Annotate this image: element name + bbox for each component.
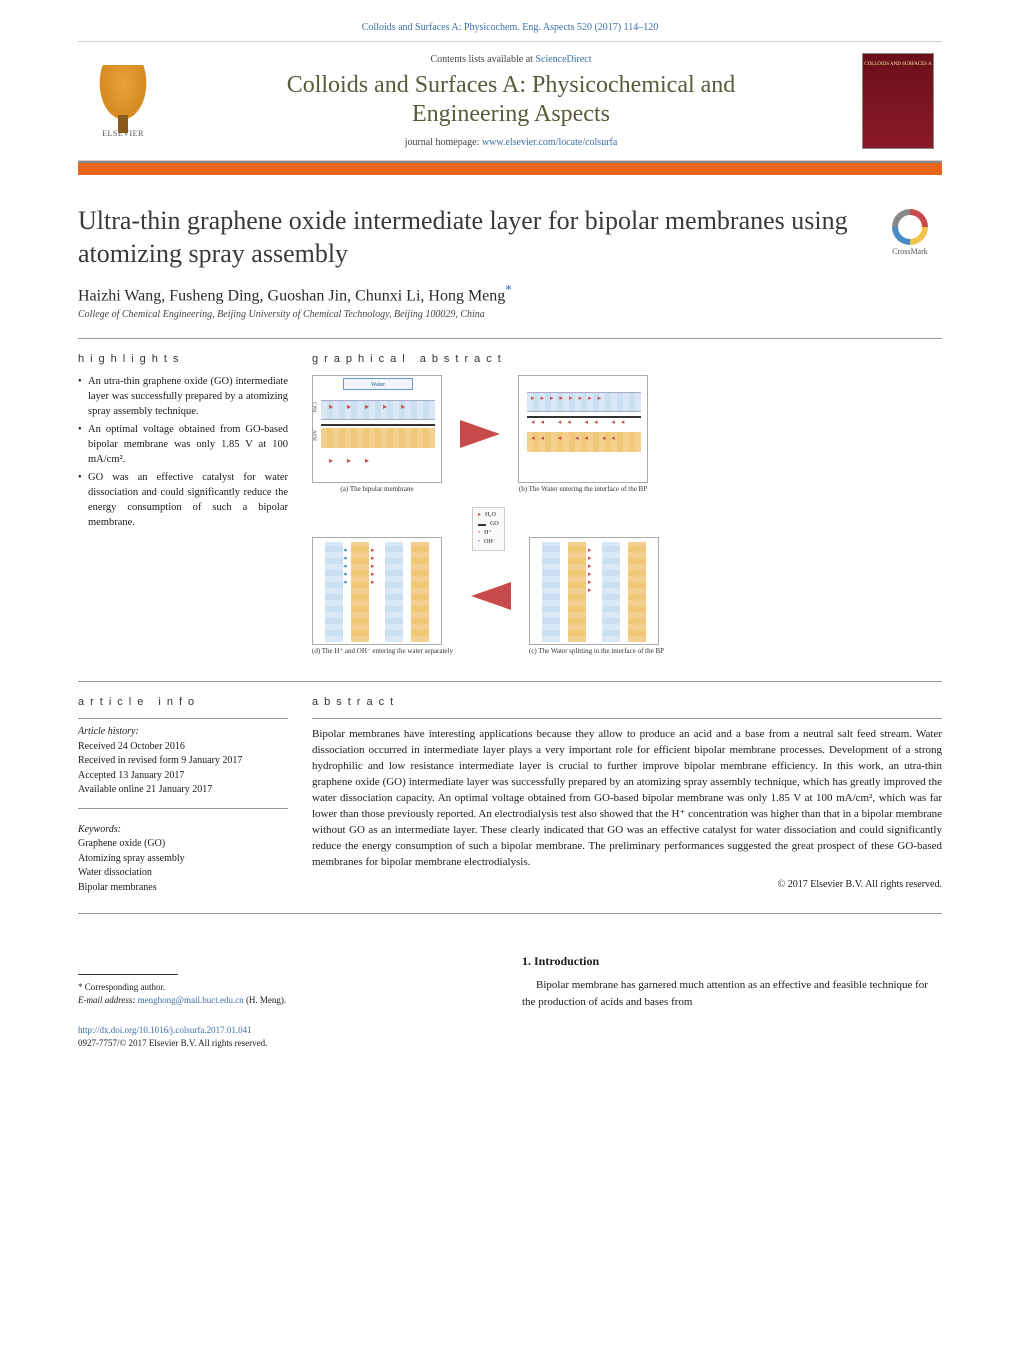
abstract-heading: abstract bbox=[312, 696, 942, 708]
crossmark-icon bbox=[892, 209, 928, 245]
introduction-paragraph: Bipolar membrane has garnered much atten… bbox=[522, 977, 942, 1010]
journal-homepage-link[interactable]: www.elsevier.com/locate/colsurfa bbox=[482, 137, 617, 148]
ga-legend-h: H⁺ bbox=[484, 529, 492, 538]
authors-names: Haizhi Wang, Fusheng Ding, Guoshan Jin, … bbox=[78, 287, 505, 304]
ga-panel-c: ▸▸▸▸▸▸ bbox=[529, 537, 659, 645]
journal-homepage-line: journal homepage: www.elsevier.com/locat… bbox=[405, 137, 618, 148]
ga-arrow-left-icon bbox=[471, 582, 511, 610]
highlight-item: An utra-thin graphene oxide (GO) interme… bbox=[78, 375, 288, 419]
masthead-rule-orange bbox=[78, 163, 942, 175]
ga-h2o-dots: ◂◂ ◂◂ ◂◂ ◂◂ bbox=[531, 418, 630, 426]
copyright-line: © 2017 Elsevier B.V. All rights reserved… bbox=[312, 879, 942, 890]
highlights-list: An utra-thin graphene oxide (GO) interme… bbox=[78, 375, 288, 530]
corr-author-label: * Corresponding author. bbox=[78, 981, 498, 994]
keywords-rule bbox=[78, 808, 288, 809]
ga-legend-h2o: H₂O bbox=[485, 511, 496, 520]
contents-available-line: Contents lists available at ScienceDirec… bbox=[430, 54, 591, 65]
rule-2 bbox=[78, 681, 942, 682]
doi-link[interactable]: http://dx.doi.org/10.1016/j.colsurfa.201… bbox=[78, 1025, 252, 1035]
ga-legend-go: GO bbox=[490, 520, 499, 529]
publisher-logo-block: ELSEVIER bbox=[78, 42, 168, 160]
footnote-separator bbox=[78, 974, 178, 975]
keywords-label: Keywords: bbox=[78, 823, 288, 838]
ga-legend: ▸ H₂O GO • H⁺ • OH⁻ bbox=[472, 507, 505, 551]
ga-arrow-right-icon bbox=[460, 420, 500, 448]
ga-ion-dots: ▸▸▸▸▸▸ bbox=[588, 546, 592, 594]
journal-name: Colloids and Surfaces A: Physicochemical… bbox=[287, 71, 736, 129]
article-info-block: Article history: Received 24 October 201… bbox=[78, 725, 288, 895]
corr-email-name: (H. Meng). bbox=[244, 995, 287, 1005]
keyword-item: Bipolar membranes bbox=[78, 881, 288, 896]
article-history-label: Article history: bbox=[78, 725, 288, 740]
article-info-rule bbox=[78, 718, 288, 719]
crossmark-label: CrossMark bbox=[892, 247, 928, 256]
ga-panel-a: Water ▸ ▸ ▸ ▸ ▸ ▸ ▸ ▸ CPM APM bbox=[312, 375, 442, 483]
journal-name-line1: Colloids and Surfaces A: Physicochemical… bbox=[287, 72, 736, 98]
ga-panel-c-label: (c) The Water splitting in the interface… bbox=[529, 647, 664, 655]
ga-h2o-dots: ▸▸▸▸▸▸▸▸ bbox=[531, 394, 607, 402]
contents-prefix: Contents lists available at bbox=[430, 54, 535, 65]
homepage-prefix: journal homepage: bbox=[405, 137, 482, 148]
issn-copyright: 0927-7757/© 2017 Elsevier B.V. All right… bbox=[78, 1038, 267, 1048]
ga-ion-dots: ◂◂◂◂◂ bbox=[343, 546, 347, 586]
email-label: E-mail address: bbox=[78, 995, 138, 1005]
received-date: Received 24 October 2016 bbox=[78, 740, 288, 755]
highlight-item: GO was an effective catalyst for water d… bbox=[78, 471, 288, 530]
running-citation: Colloids and Surfaces A: Physicochem. En… bbox=[0, 0, 1020, 41]
masthead: ELSEVIER Contents lists available at Sci… bbox=[78, 41, 942, 161]
ga-panel-b: ▸▸▸▸▸▸▸▸ ◂◂ ◂◂ ◂◂ ◂◂ ◂◂ ◂ ◂◂ ◂◂ bbox=[518, 375, 648, 483]
article-title: Ultra-thin graphene oxide intermediate l… bbox=[78, 205, 878, 270]
keyword-item: Water dissociation bbox=[78, 866, 288, 881]
highlights-heading: highlights bbox=[78, 353, 288, 365]
corresponding-mark: * bbox=[505, 282, 512, 297]
revised-date: Received in revised form 9 January 2017 bbox=[78, 754, 288, 769]
affiliation: College of Chemical Engineering, Beijing… bbox=[78, 309, 942, 320]
ga-panel-a-label: (a) The bipolar membrane bbox=[312, 485, 442, 493]
ga-panel-d: ▸▸▸▸▸ ◂◂◂◂◂ bbox=[312, 537, 442, 645]
highlight-item: An optimal voltage obtained from GO-base… bbox=[78, 423, 288, 467]
doi-block: http://dx.doi.org/10.1016/j.colsurfa.201… bbox=[78, 1024, 942, 1049]
corresponding-author-footnote: * Corresponding author. E-mail address: … bbox=[78, 981, 498, 1006]
ga-h2o-dots: ◂◂ ◂ ◂◂ ◂◂ bbox=[531, 434, 621, 442]
introduction-heading: 1. Introduction bbox=[522, 954, 942, 969]
online-date: Available online 21 January 2017 bbox=[78, 783, 288, 798]
abstract-text: Bipolar membranes have interesting appli… bbox=[312, 727, 942, 870]
ga-cpm-label: CPM bbox=[311, 402, 316, 413]
abstract-rule bbox=[312, 718, 942, 719]
ga-panel-b-label: (b) The Water entering the interface of … bbox=[518, 485, 648, 493]
journal-cover-thumb: COLLOIDS AND SURFACES A bbox=[862, 53, 934, 149]
keyword-item: Graphene oxide (GO) bbox=[78, 837, 288, 852]
graphical-abstract-figure: Water ▸ ▸ ▸ ▸ ▸ ▸ ▸ ▸ CPM APM (a) The bi… bbox=[312, 375, 692, 655]
ga-ion-dots: ▸▸▸▸▸ bbox=[371, 546, 375, 586]
ga-h2o-dots: ▸ ▸ ▸ ▸ ▸ bbox=[329, 402, 411, 411]
accepted-date: Accepted 13 January 2017 bbox=[78, 769, 288, 784]
corr-email-link[interactable]: menghong@mail.buct.edu.cn bbox=[138, 995, 244, 1005]
ga-panel-d-label: (d) The H⁺ and OH⁻ entering the water se… bbox=[312, 647, 453, 655]
authors-line: Haizhi Wang, Fusheng Ding, Guoshan Jin, … bbox=[78, 282, 942, 305]
ga-h2o-dots: ▸ ▸ ▸ bbox=[329, 456, 375, 465]
ga-water-label: Water bbox=[343, 378, 413, 390]
rule-3 bbox=[78, 913, 942, 914]
sciencedirect-link[interactable]: ScienceDirect bbox=[535, 54, 591, 65]
rule-1 bbox=[78, 338, 942, 339]
crossmark-badge[interactable]: CrossMark bbox=[878, 209, 942, 256]
graphical-abstract-heading: graphical abstract bbox=[312, 353, 942, 365]
article-info-heading: article info bbox=[78, 696, 288, 708]
keyword-item: Atomizing spray assembly bbox=[78, 852, 288, 867]
elsevier-tree-icon bbox=[96, 65, 150, 125]
journal-name-line2: Engineering Aspects bbox=[412, 101, 610, 127]
ga-apm-label: APM bbox=[311, 430, 316, 441]
cover-thumb-title: COLLOIDS AND SURFACES A bbox=[864, 62, 931, 68]
ga-legend-oh: OH⁻ bbox=[484, 538, 496, 547]
